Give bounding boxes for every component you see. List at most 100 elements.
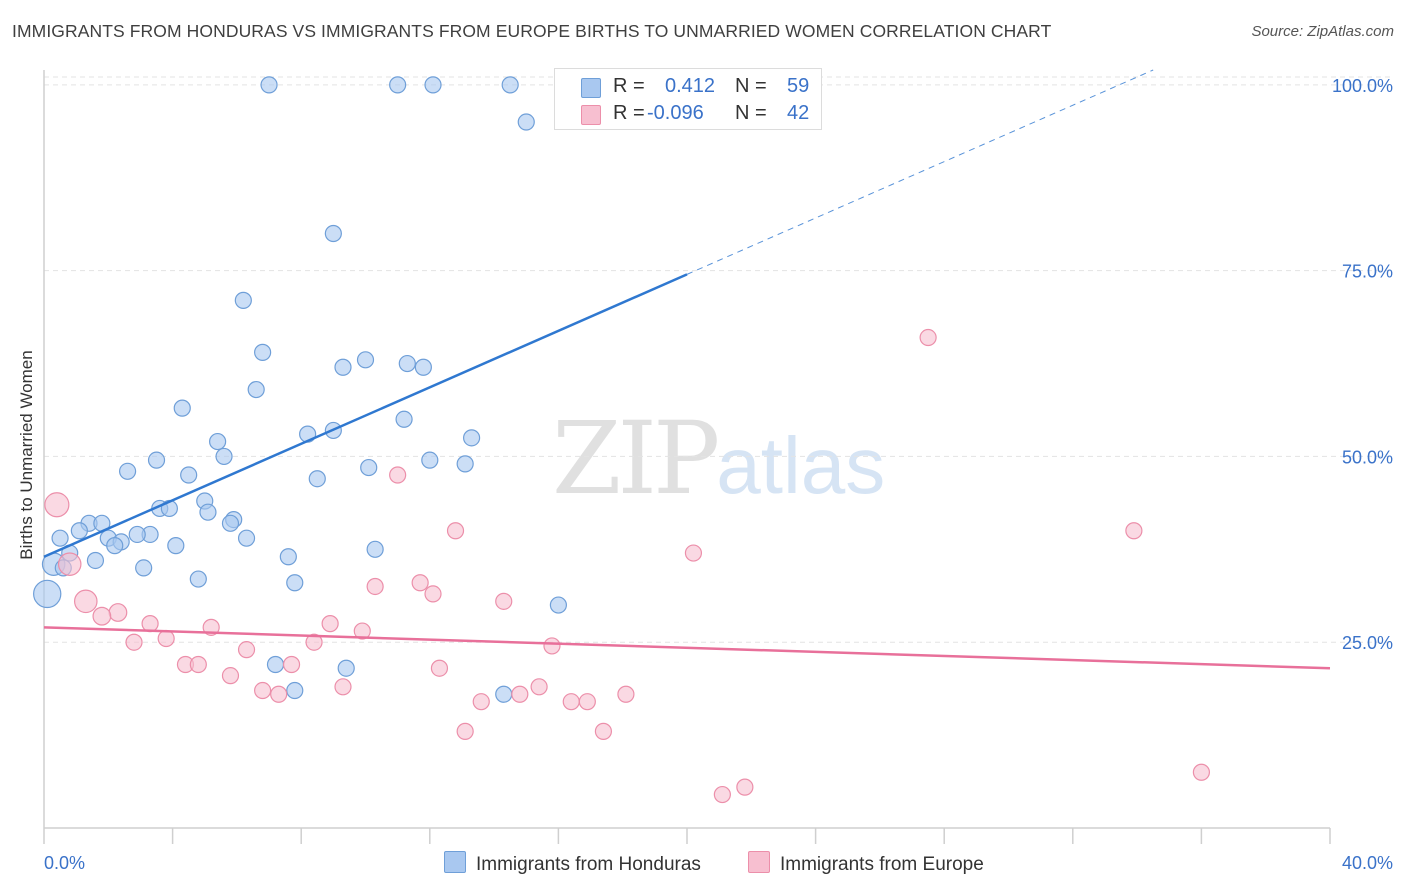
honduras-point <box>167 537 185 555</box>
honduras-point <box>173 399 191 417</box>
honduras-point <box>266 655 285 674</box>
honduras-point <box>286 574 304 592</box>
honduras-point <box>356 351 375 369</box>
europe-point <box>92 606 112 626</box>
europe-legend-swatch <box>748 851 770 873</box>
n-value: 59 <box>787 75 810 97</box>
europe-point <box>125 633 143 651</box>
honduras-point <box>215 447 233 466</box>
europe-point <box>919 328 937 347</box>
y-tick-label: 75.0% <box>1342 262 1393 282</box>
y-tick-label: 50.0% <box>1342 447 1393 467</box>
honduras-trend-extension <box>686 69 1154 275</box>
europe-point <box>353 622 371 640</box>
europe-point <box>1192 763 1211 781</box>
honduras-point <box>33 579 62 609</box>
r-value: -0.096 <box>647 102 704 124</box>
europe-point <box>305 633 323 651</box>
europe-point <box>684 544 703 562</box>
honduras-point <box>106 537 124 555</box>
n-value: 42 <box>787 102 810 124</box>
watermark-zip: ZIP <box>552 400 720 517</box>
watermark-atlas: atlas <box>716 421 886 510</box>
honduras-point <box>308 470 326 488</box>
europe-point <box>44 492 70 518</box>
europe-legend-label: Immigrants from Europe <box>780 854 984 875</box>
r-value: 0.412 <box>665 75 716 97</box>
honduras-point <box>260 76 278 94</box>
legend-row-honduras: R = 0.412 N = 59 <box>555 73 821 101</box>
honduras-point <box>51 529 69 547</box>
europe-point <box>594 722 613 740</box>
honduras-point <box>234 291 252 309</box>
y-tick-label: 25.0% <box>1342 633 1393 653</box>
honduras-point <box>334 358 352 376</box>
honduras-point <box>279 548 297 566</box>
honduras-point <box>337 659 355 677</box>
r-label: R = <box>613 102 645 124</box>
europe-point <box>221 667 240 685</box>
europe-point <box>530 678 548 696</box>
europe-point <box>495 592 513 610</box>
honduras-point <box>360 458 378 477</box>
honduras-trend-line <box>43 273 688 558</box>
correlation-legend: R = 0.412 N = 59 R = -0.096 N = 42 <box>554 68 822 130</box>
honduras-point <box>180 466 198 484</box>
r-label: R = <box>613 75 645 97</box>
europe-point <box>57 552 82 576</box>
honduras-point <box>254 343 272 361</box>
honduras-point <box>199 503 217 521</box>
europe-point <box>736 778 754 796</box>
x-tick-label: 40.0% <box>1342 853 1393 873</box>
honduras-point <box>286 681 304 700</box>
legend-row-europe: R = -0.096 N = 42 <box>555 100 821 128</box>
europe-point <box>366 577 384 596</box>
europe-point <box>254 681 272 700</box>
honduras-point <box>549 596 568 614</box>
europe-point <box>543 637 561 655</box>
x-tick-label: 0.0% <box>44 853 85 873</box>
watermark: ZIPatlas <box>552 400 885 517</box>
honduras-point <box>237 529 256 547</box>
legend-item-honduras: Immigrants from Honduras <box>444 851 701 876</box>
honduras-legend-label: Immigrants from Honduras <box>476 854 701 875</box>
n-label: N = <box>735 102 767 124</box>
honduras-point <box>324 224 342 243</box>
honduras-point <box>414 358 432 376</box>
honduras-point <box>495 685 513 703</box>
honduras-point <box>421 451 439 469</box>
honduras-swatch <box>581 78 601 98</box>
honduras-point <box>70 522 88 540</box>
europe-point <box>108 603 128 622</box>
europe-point <box>334 678 352 696</box>
honduras-legend-swatch <box>444 851 466 873</box>
n-label: N = <box>735 75 767 97</box>
europe-point <box>472 693 490 711</box>
europe-trend-line <box>43 626 1331 670</box>
chart-title: IMMIGRANTS FROM HONDURAS VS IMMIGRANTS F… <box>12 21 1052 41</box>
honduras-point <box>118 462 137 480</box>
europe-point <box>578 693 596 711</box>
honduras-point <box>147 451 166 469</box>
y-axis-label: Births to Unmarried Women <box>17 350 36 560</box>
honduras-point <box>209 432 227 451</box>
europe-point <box>617 685 635 703</box>
europe-point <box>446 522 465 540</box>
europe-point <box>237 641 256 659</box>
europe-point <box>456 722 474 740</box>
honduras-point <box>389 76 407 94</box>
honduras-point <box>456 455 474 473</box>
europe-point <box>189 655 207 674</box>
honduras-point <box>128 525 146 544</box>
source-credit: Source: ZipAtlas.com <box>1251 23 1394 40</box>
europe-point <box>430 659 449 677</box>
europe-point <box>1125 522 1143 540</box>
europe-point <box>713 785 731 804</box>
europe-point <box>270 685 288 703</box>
honduras-point <box>462 429 481 447</box>
honduras-point <box>221 514 240 532</box>
honduras-point <box>189 570 207 588</box>
honduras-point <box>395 410 413 428</box>
honduras-point <box>247 380 265 399</box>
